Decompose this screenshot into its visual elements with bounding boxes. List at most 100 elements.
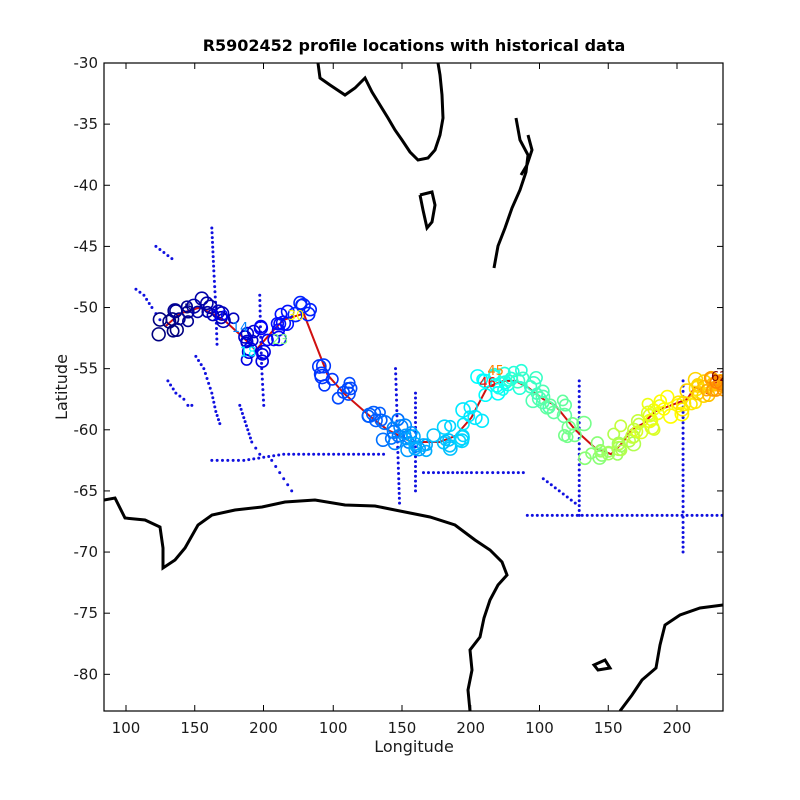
profile-marker — [535, 389, 551, 405]
historical-point — [413, 420, 417, 424]
profile-marker — [241, 344, 257, 359]
historical-point — [239, 407, 243, 411]
historical-point — [302, 452, 306, 456]
historical-point — [491, 471, 495, 475]
historical-point — [640, 513, 644, 517]
profile-number-label: 18 — [240, 345, 257, 360]
historical-point — [154, 244, 158, 248]
historical-point — [342, 452, 346, 456]
historical-point — [240, 411, 244, 415]
historical-point — [297, 452, 301, 456]
historical-point — [595, 513, 599, 517]
historical-point — [541, 477, 545, 481]
profile-marker — [647, 423, 661, 436]
historical-point — [210, 226, 214, 230]
float-track-layer — [151, 291, 723, 466]
historical-point — [480, 471, 484, 475]
y-tick-label: -45 — [74, 237, 99, 255]
profile-marker — [455, 402, 471, 418]
chart-title: R5902452 profile locations with historic… — [203, 36, 626, 55]
profile-marker — [478, 387, 493, 403]
historical-point — [248, 436, 252, 440]
historical-point — [207, 381, 211, 385]
historical-point — [197, 359, 201, 363]
historical-point — [396, 461, 400, 465]
historical-point — [577, 508, 581, 512]
historical-point — [577, 410, 581, 414]
y-tick-label: -30 — [74, 54, 99, 72]
historical-point — [557, 489, 561, 493]
historical-point — [525, 513, 529, 517]
historical-point — [681, 530, 685, 534]
profile-marker — [578, 451, 592, 466]
profile-marker — [470, 369, 486, 385]
historical-point — [212, 274, 216, 278]
historical-point — [287, 452, 291, 456]
historical-point — [413, 416, 417, 420]
x-tick-label: 100 — [112, 719, 141, 737]
coastline-antarctica — [104, 496, 509, 711]
historical-point — [259, 335, 263, 339]
historical-point — [715, 513, 719, 517]
historical-point — [681, 535, 685, 539]
historical-point — [635, 513, 639, 517]
y-tick-label: -70 — [74, 543, 99, 561]
historical-point — [681, 410, 685, 414]
profile-marker — [653, 394, 668, 408]
historical-point — [681, 526, 685, 530]
profile-marker — [507, 365, 520, 378]
profile-marker — [255, 354, 269, 369]
historical-point — [212, 400, 216, 404]
historical-point — [413, 391, 417, 395]
historical-point — [469, 471, 473, 475]
y-tick-label: -60 — [74, 421, 99, 439]
historical-point — [215, 342, 219, 346]
historical-point — [394, 382, 398, 386]
historical-point — [395, 398, 399, 402]
historical-point — [210, 231, 214, 235]
historical-point — [169, 383, 173, 387]
historical-point — [215, 332, 219, 336]
historical-point — [555, 513, 559, 517]
profile-marker — [194, 291, 209, 306]
historical-point — [262, 455, 266, 459]
profile-number-label: 23 — [272, 333, 289, 348]
profile-marker — [199, 296, 214, 311]
historical-point — [397, 486, 401, 490]
profile-marker — [416, 438, 431, 452]
profile-marker — [361, 407, 378, 424]
historical-point — [577, 513, 581, 517]
profile-marker — [408, 437, 422, 451]
historical-point — [258, 309, 262, 313]
profile-marker — [271, 330, 287, 347]
profile-marker — [463, 400, 478, 415]
historical-point — [215, 414, 219, 418]
historical-point — [332, 452, 336, 456]
historical-point — [372, 452, 376, 456]
historical-point — [650, 513, 654, 517]
historical-point — [530, 513, 534, 517]
historical-point — [681, 505, 685, 509]
historical-point — [670, 513, 674, 517]
historical-point — [262, 403, 266, 407]
profile-marker — [614, 419, 628, 433]
historical-point — [413, 396, 417, 400]
historical-point — [352, 452, 356, 456]
historical-point — [655, 513, 659, 517]
profile-marker — [214, 306, 230, 321]
coastline-tasmania — [418, 190, 437, 232]
historical-point — [720, 513, 723, 517]
historical-point — [213, 295, 217, 299]
historical-point — [182, 397, 186, 401]
historical-point — [585, 513, 589, 517]
historical-point — [211, 245, 215, 249]
historical-point — [231, 458, 235, 462]
profile-marker — [215, 313, 231, 329]
historical-point — [549, 483, 553, 487]
profile-marker — [182, 315, 195, 328]
y-tick-label: -65 — [74, 482, 99, 500]
historical-point — [577, 494, 581, 498]
historical-point — [681, 431, 685, 435]
profile-marker — [523, 380, 538, 394]
